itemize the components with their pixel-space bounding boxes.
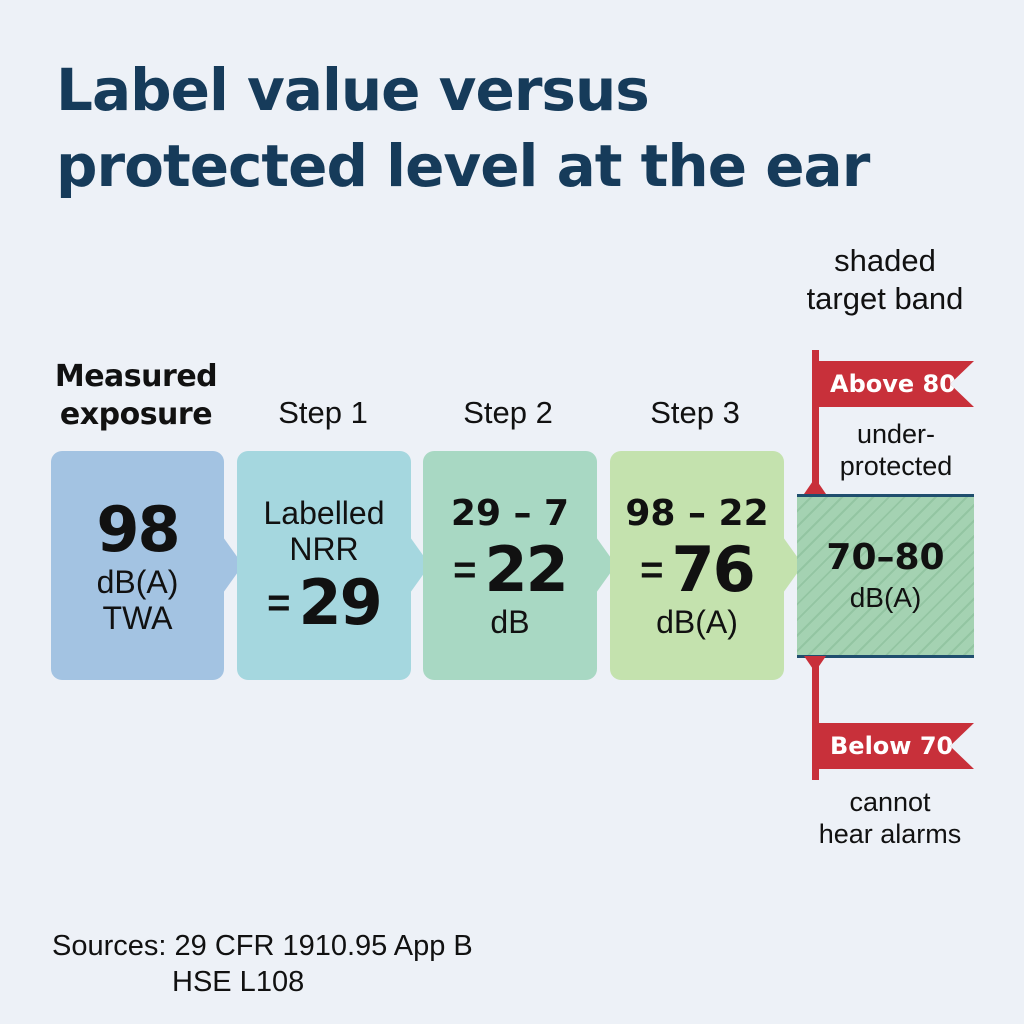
step1-header: Step 1 — [278, 395, 368, 430]
band-header: shaded target band — [790, 242, 980, 318]
step1-equals: = — [267, 580, 291, 625]
target-band-value: 70–80 — [826, 537, 945, 578]
title-line-2: protected level at the ear — [56, 132, 870, 200]
measured-value: 98 — [96, 492, 180, 566]
title-line-1: Label value versus — [56, 56, 650, 124]
step1-value: 29 — [298, 565, 383, 639]
step3-header: Step 3 — [650, 395, 740, 430]
step2-header: Step 2 — [463, 395, 553, 430]
step3-expression: 98 – 22 — [625, 492, 769, 534]
below-flag-pole — [812, 656, 819, 780]
step2-card: 29 – 7 = 22 dB — [423, 451, 597, 680]
page-title: Label value versus protected level at th… — [56, 52, 996, 204]
above-note-line-2: protected — [839, 451, 953, 481]
step3-unit: dB(A) — [656, 603, 738, 640]
step2-value: 22 — [484, 532, 569, 606]
step1-card: Labelled NRR = 29 — [237, 451, 411, 680]
measured-header-line-2: exposure — [59, 397, 213, 432]
step1-text-2: NRR — [289, 530, 359, 567]
measured-unit-2: TWA — [102, 599, 173, 636]
above-flag-pole-foot — [804, 478, 826, 494]
band-header-line-2: target band — [806, 281, 964, 316]
step3-card: 98 – 22 = 76 dB(A) — [610, 451, 784, 680]
below-flag-pole-top — [804, 656, 826, 672]
above-flag-pole — [812, 350, 819, 498]
sources-line-2: HSE L108 — [172, 966, 305, 998]
step2-expression: 29 – 7 — [450, 492, 570, 534]
measured-card: 98 dB(A) TWA — [51, 451, 224, 680]
band-header-line-1: shaded — [834, 243, 936, 278]
step2-equals: = — [453, 547, 477, 592]
step1-text-1: Labelled — [263, 494, 385, 531]
below-note-line-1: cannot — [849, 787, 931, 817]
step2-unit: dB — [490, 603, 530, 640]
sources-line-1: Sources: 29 CFR 1910.95 App B — [52, 930, 473, 962]
above-note: under- protected — [818, 418, 974, 482]
step3-equals: = — [640, 547, 664, 592]
below-note: cannot hear alarms — [800, 786, 980, 850]
measured-unit-1: dB(A) — [96, 563, 179, 600]
sources: Sources: 29 CFR 1910.95 App B HSE L108 — [52, 928, 473, 1000]
step3-value: 76 — [671, 532, 756, 606]
target-band-unit: dB(A) — [849, 582, 922, 613]
target-band: 70–80 dB(A) — [797, 494, 974, 658]
below-70-flag: Below 70 — [818, 723, 974, 769]
measured-header-line-1: Measured — [54, 359, 218, 394]
above-note-line-1: under- — [856, 419, 936, 449]
measured-header: Measured exposure — [40, 358, 232, 434]
below-note-line-2: hear alarms — [818, 819, 962, 849]
above-80-flag: Above 80 — [818, 361, 974, 407]
